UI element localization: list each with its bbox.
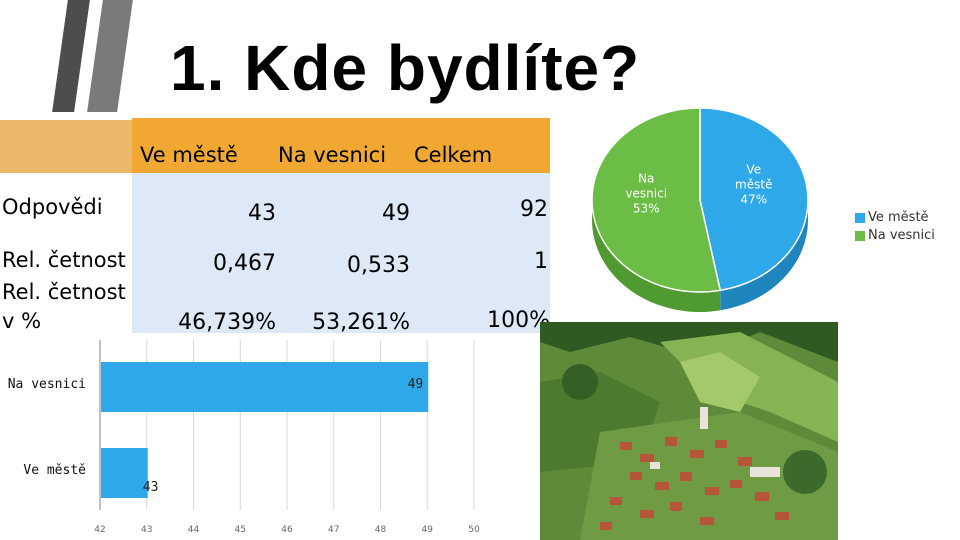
table-cell: 53,261%	[312, 310, 410, 335]
row-label: Odpovědi	[2, 195, 103, 219]
pie-slice-ve-meste	[699, 107, 809, 292]
x-tick-label: 45	[235, 525, 246, 535]
row-label: Rel. četnost v %	[2, 280, 126, 333]
x-tick-label: 42	[94, 525, 105, 535]
table-header: Ve městě Na vesnici Celkem	[132, 118, 552, 173]
pie-data-label: Ve městě 47%	[735, 163, 772, 207]
bar-chart: 42 43 44 45 46 47 48 49 50 Na vesnici 49 Ve městě 43	[8, 340, 480, 535]
pie-legend: Ve městě Na vesnici	[855, 210, 935, 246]
x-tick-label: 50	[468, 525, 480, 535]
table-cell: 1	[534, 249, 548, 274]
table-cell: 92	[520, 197, 548, 222]
bar	[101, 448, 148, 498]
pie-chart: Ve městě 47% Na vesnici 53%	[591, 107, 809, 312]
x-tick-label: 47	[328, 525, 339, 535]
legend-swatch	[855, 212, 865, 223]
legend-label: Ve městě	[868, 210, 929, 225]
village-photo	[540, 322, 838, 540]
table-header-corner	[0, 118, 132, 173]
row-label: Rel. četnost	[2, 248, 126, 272]
y-category-label: Na vesnici	[8, 377, 86, 392]
legend-label: Na vesnici	[868, 228, 935, 243]
x-tick-label: 43	[141, 525, 152, 535]
table-cell: 49	[382, 201, 410, 226]
table-cell: 46,739%	[178, 310, 276, 335]
y-category-label: Ve městě	[23, 463, 86, 478]
x-tick-label: 46	[281, 525, 293, 535]
table-body	[132, 173, 552, 333]
pie-slice-side	[592, 200, 721, 312]
pie-chart-panel: Ve městě 47% Na vesnici 53%	[550, 105, 960, 327]
column-header: Celkem	[414, 143, 493, 167]
results-table: Ve městě Na vesnici Celkem Odpovědi 43 4…	[0, 115, 552, 335]
bar	[101, 362, 429, 412]
bar-data-label: 49	[408, 377, 424, 392]
page-title: 1. Kde bydlíte?	[170, 32, 641, 104]
table-cell: 0,533	[347, 253, 410, 278]
legend-item: Na vesnici	[855, 228, 935, 243]
legend-item: Ve městě	[855, 210, 935, 225]
column-header: Na vesnici	[278, 143, 387, 167]
pie-slice-na-vesnici	[591, 107, 722, 293]
legend-swatch	[855, 230, 865, 241]
pie-slice-side	[720, 200, 808, 311]
pie-data-label: Na vesnici 53%	[625, 171, 667, 215]
x-tick-label: 49	[422, 525, 434, 535]
bar-data-label: 43	[143, 480, 159, 495]
column-header: Ve městě	[140, 143, 238, 167]
table-cell: 43	[248, 201, 276, 226]
table-cell: 0,467	[213, 251, 276, 276]
table-cell: 100%	[487, 308, 550, 333]
x-tick-label: 48	[375, 525, 387, 535]
x-tick-label: 44	[188, 525, 200, 535]
